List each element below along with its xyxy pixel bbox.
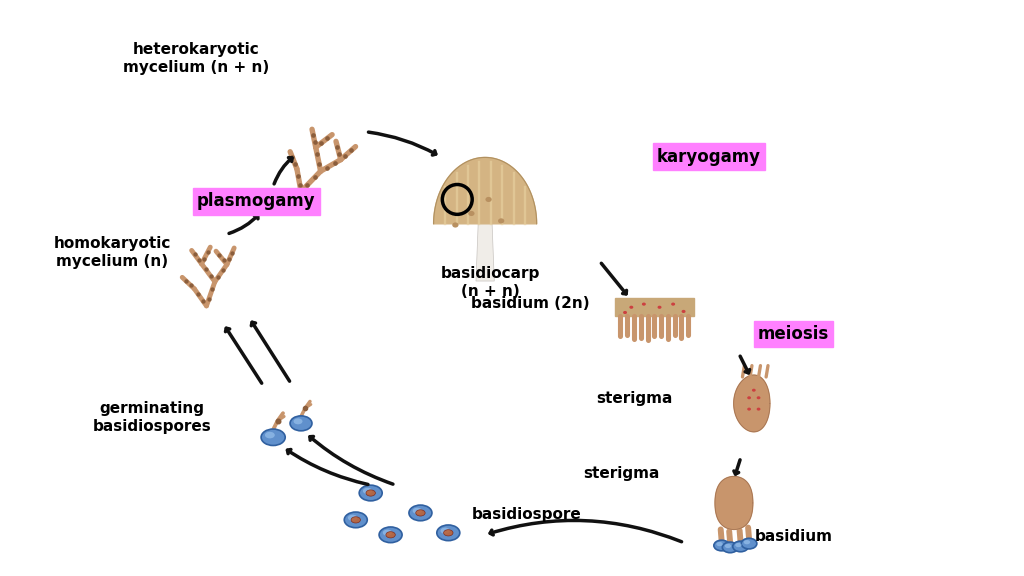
Text: sterigma: sterigma: [596, 391, 673, 406]
Ellipse shape: [386, 532, 395, 538]
Ellipse shape: [623, 311, 627, 314]
Ellipse shape: [725, 544, 731, 548]
Ellipse shape: [265, 432, 274, 438]
Ellipse shape: [748, 408, 751, 411]
Text: meiosis: meiosis: [758, 325, 829, 343]
Ellipse shape: [413, 507, 422, 514]
Text: heterokaryotic
mycelium (n + n): heterokaryotic mycelium (n + n): [124, 42, 269, 74]
Ellipse shape: [714, 540, 729, 551]
Ellipse shape: [630, 306, 633, 309]
Ellipse shape: [366, 490, 376, 496]
Polygon shape: [734, 375, 770, 432]
Ellipse shape: [362, 488, 373, 494]
Text: homokaryotic
mycelium (n): homokaryotic mycelium (n): [53, 236, 171, 268]
Ellipse shape: [359, 485, 382, 501]
Ellipse shape: [468, 211, 474, 216]
Polygon shape: [433, 157, 537, 224]
Ellipse shape: [261, 429, 286, 445]
Ellipse shape: [757, 408, 761, 411]
Ellipse shape: [344, 512, 368, 528]
Ellipse shape: [671, 302, 675, 306]
Ellipse shape: [409, 505, 432, 521]
Ellipse shape: [416, 510, 425, 516]
Ellipse shape: [722, 542, 738, 553]
Text: plasmogamy: plasmogamy: [197, 192, 315, 210]
Polygon shape: [614, 298, 694, 316]
Ellipse shape: [440, 528, 450, 534]
Ellipse shape: [351, 517, 360, 523]
Text: basidiocarp
(n + n): basidiocarp (n + n): [440, 266, 540, 298]
Ellipse shape: [735, 543, 741, 547]
Ellipse shape: [743, 540, 751, 544]
Polygon shape: [715, 476, 753, 529]
Ellipse shape: [383, 529, 392, 536]
Polygon shape: [476, 222, 495, 281]
Ellipse shape: [453, 222, 459, 228]
Text: karyogamy: karyogamy: [657, 147, 761, 166]
Ellipse shape: [642, 302, 646, 306]
Ellipse shape: [717, 542, 723, 546]
Text: basidiospore: basidiospore: [472, 507, 582, 522]
Ellipse shape: [733, 541, 749, 552]
Text: basidium (2n): basidium (2n): [471, 297, 589, 312]
Ellipse shape: [657, 306, 662, 309]
Text: sterigma: sterigma: [583, 465, 659, 480]
Ellipse shape: [757, 396, 761, 399]
Ellipse shape: [682, 310, 685, 313]
Ellipse shape: [443, 530, 453, 536]
Ellipse shape: [290, 416, 312, 431]
Ellipse shape: [498, 218, 504, 223]
Ellipse shape: [348, 514, 357, 521]
Ellipse shape: [741, 539, 757, 549]
Ellipse shape: [748, 396, 751, 399]
Ellipse shape: [752, 389, 756, 392]
Ellipse shape: [485, 197, 492, 202]
Text: germinating
basidiospores: germinating basidiospores: [92, 401, 211, 434]
Ellipse shape: [437, 525, 460, 541]
Ellipse shape: [379, 527, 402, 543]
Ellipse shape: [294, 418, 302, 425]
Text: basidium: basidium: [755, 529, 833, 544]
